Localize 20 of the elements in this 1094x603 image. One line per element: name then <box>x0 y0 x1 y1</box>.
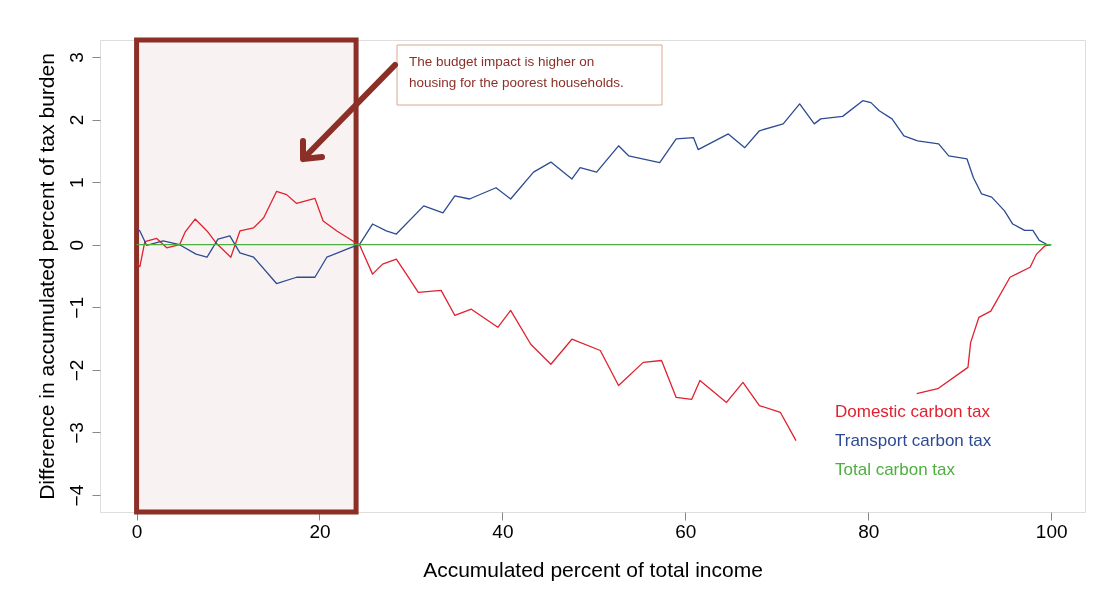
y-tick-label: −2 <box>65 359 87 382</box>
text: Total carbon tax <box>835 460 956 479</box>
x-tick-label: 100 <box>1035 520 1068 542</box>
text: Transport carbon tax <box>835 431 992 450</box>
y-tick-label: −1 <box>65 296 87 319</box>
x-tick-label: 0 <box>131 520 143 542</box>
y-tick-label: −3 <box>65 422 87 444</box>
x-axis-title: Accumulated percent of total income <box>423 557 763 581</box>
y-tick-label: 0 <box>65 239 87 251</box>
series-label: Domestic carbon tax <box>835 402 991 421</box>
annotation: The budget impact is higher on housing for the poorest households. <box>409 54 624 90</box>
x-tick-label: 80 <box>858 520 880 542</box>
y-tick-label: 1 <box>65 177 87 188</box>
x-tick-label: 40 <box>492 520 514 542</box>
y-tick-label: 2 <box>65 114 87 126</box>
y-axis-title: Difference in accumulated percent of tax burden <box>34 53 58 500</box>
x-tick-label: 60 <box>675 520 697 542</box>
x-tick-label: 20 <box>309 520 331 542</box>
y-tick-label: 3 <box>65 52 87 63</box>
y-tick-label: −4 <box>65 484 87 507</box>
